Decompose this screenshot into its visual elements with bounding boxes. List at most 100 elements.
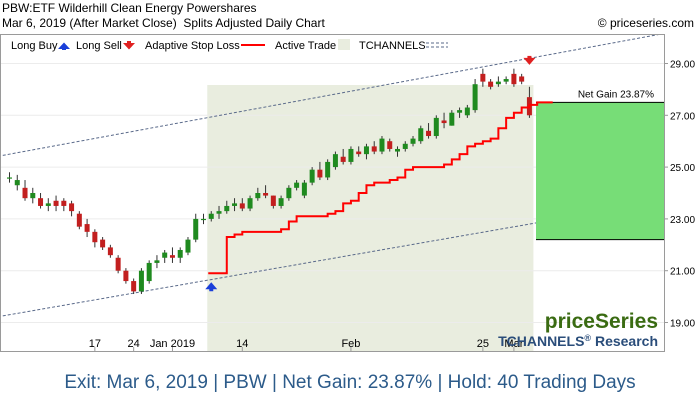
long-sell-arrow-stem [127, 41, 131, 44]
candle-body [169, 255, 175, 258]
trade-summary: Exit: Mar 6, 2019 | PBW | Net Gain: 23.8… [64, 372, 636, 393]
long-buy-marker-icon [205, 282, 218, 290]
y-tick-label: 23.00 [670, 215, 695, 226]
x-tick-label: Feb [341, 338, 360, 350]
active-trade-region [207, 85, 534, 351]
registered-mark: ® [584, 333, 591, 343]
net-gain-box [536, 102, 664, 240]
candle-body [371, 146, 377, 152]
candle-body [131, 281, 137, 292]
candle-body [100, 239, 106, 248]
candle-body [232, 203, 238, 206]
chart-kind-label: Splits Adjusted Daily Chart [183, 16, 325, 30]
active-trade-swatch [338, 39, 350, 50]
x-tick-label: 14 [236, 338, 248, 350]
candle-body [270, 195, 276, 206]
candle-body [193, 218, 199, 240]
research-prefix: TCHANNELS [498, 333, 584, 349]
price-chart: Net Gain 23.87% 19.00 21.00 23.00 25.00 27.0… [0, 34, 695, 352]
candle-body [340, 156, 346, 162]
long-sell-marker-icon [523, 57, 536, 65]
candle-body [138, 270, 144, 292]
candle-body [69, 203, 75, 212]
channel-upper-line [1, 35, 659, 157]
candle-body [255, 193, 261, 199]
candle-body [162, 252, 168, 258]
candle-body [464, 107, 470, 116]
candle-body [317, 169, 323, 178]
candle-body [325, 161, 331, 178]
candle-body [224, 205, 230, 212]
net-gain-label: Net Gain 23.87% [578, 89, 654, 100]
candle-body [278, 198, 284, 206]
adaptive-stop-line [208, 101, 553, 275]
candle-body [309, 169, 315, 183]
candle-body [53, 200, 59, 206]
candle-body [146, 262, 152, 282]
long-sell-marker-stem [527, 55, 532, 59]
priceseries-logo: priceSeries [545, 310, 658, 333]
candle-body [332, 154, 338, 168]
candle-body [301, 182, 307, 196]
legend-active-trade: Active Trade [275, 40, 336, 52]
candle-body [363, 146, 369, 155]
candle-body [387, 141, 393, 149]
candle-body [286, 187, 292, 199]
chart-title: PBW:ETF Wilderhill Clean Energy Powersha… [2, 1, 257, 15]
candle-body [410, 138, 416, 144]
tchannels-research-brand: TCHANNELS® Research [498, 333, 658, 349]
candle-body [247, 198, 253, 209]
candle-body [7, 177, 12, 179]
y-tick-label: 27.00 [670, 111, 695, 122]
candle-body [38, 198, 44, 206]
legend-long-sell: Long Sell [76, 40, 122, 52]
candle-body [177, 249, 183, 258]
x-tick-label: 17 [89, 338, 101, 350]
candle-body [426, 130, 432, 137]
candle-body [356, 151, 362, 155]
candle-body [123, 270, 129, 282]
candle-body [511, 73, 517, 85]
candle-body [61, 200, 67, 206]
candle-body [503, 79, 509, 82]
x-tick-label: Jan 2019 [150, 338, 195, 350]
candle-body [418, 128, 424, 142]
candle-body [115, 257, 121, 271]
candle-body [348, 148, 354, 162]
y-tick-label: 25.00 [670, 163, 695, 174]
y-tick-label: 19.00 [670, 319, 695, 330]
long-buy-arrow-stem [62, 47, 66, 50]
candle-body [45, 203, 51, 206]
candle-body [14, 180, 20, 186]
chart-subtitle: Mar 6, 2019 (After Market Close) Splits … [2, 16, 325, 30]
candle-body [379, 138, 385, 152]
x-tick-label: 25 [477, 338, 489, 350]
long-buy-arrow-icon [58, 42, 70, 49]
candle-body [216, 211, 222, 214]
candle-body [201, 218, 206, 221]
candle-body [208, 213, 214, 219]
candle-body [441, 120, 447, 124]
candle-body [263, 193, 269, 196]
candle-body [107, 247, 113, 256]
candle-body [154, 260, 160, 263]
research-suffix: Research [591, 333, 658, 349]
candle-body [76, 213, 82, 227]
legend-adaptive-stop: Adaptive Stop Loss [145, 40, 240, 52]
y-tick-label: 21.00 [670, 267, 695, 278]
long-buy-marker-stem [209, 288, 214, 292]
candle-body [294, 182, 300, 188]
candle-body [92, 231, 98, 243]
legend-long-buy: Long Buy [11, 40, 58, 52]
candle-body [395, 148, 400, 152]
candle-body [495, 81, 501, 85]
candle-body [457, 110, 463, 113]
candle-body [402, 143, 408, 149]
candle-body [22, 187, 28, 199]
candle-body [30, 193, 36, 199]
candle-body [449, 112, 455, 126]
candle-body [472, 84, 478, 111]
candle-body [480, 73, 486, 82]
copyright-text: © priceseries.com [597, 16, 694, 30]
candle-body [239, 203, 245, 209]
